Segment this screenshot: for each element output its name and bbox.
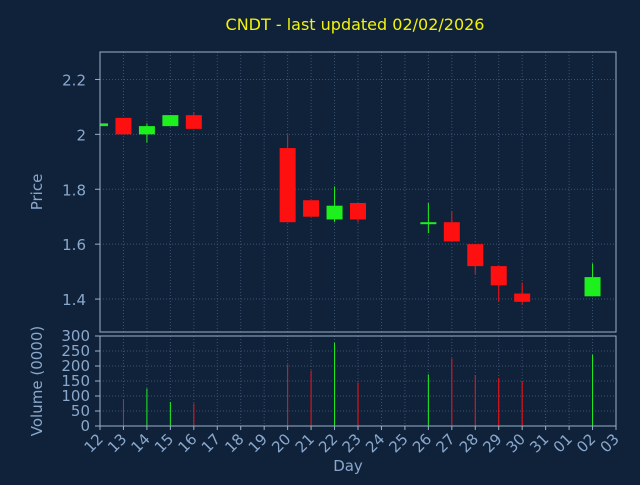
day-tick-label: 28: [456, 430, 482, 456]
volume-panel: 0501001502002503001213141516171819202122…: [61, 327, 622, 456]
day-tick-label: 20: [268, 430, 294, 456]
day-tick-label: 03: [597, 430, 623, 456]
candle-body: [138, 126, 155, 135]
price-tick-label: 1.4: [62, 291, 86, 309]
price-tick-label: 1.6: [62, 236, 86, 254]
day-tick-label: 31: [526, 430, 552, 456]
candle-body: [420, 222, 437, 225]
candle-body: [584, 277, 601, 297]
day-tick-label: 16: [174, 430, 200, 456]
price-plot-frame: [99, 51, 617, 333]
day-tick-label: 01: [550, 430, 576, 456]
price-tick-label: 1.8: [62, 181, 86, 199]
day-tick-label: 13: [104, 430, 130, 456]
volume-tick-label: 100: [61, 387, 90, 405]
volume-tick-label: 300: [61, 327, 90, 345]
volume-tick-label: 150: [61, 372, 90, 390]
chart-title: CNDT - last updated 02/02/2026: [226, 15, 485, 34]
candle-body: [326, 205, 343, 220]
day-tick-label: 24: [362, 430, 388, 456]
candle-body: [115, 117, 132, 135]
price-axis-label: Price: [28, 174, 46, 211]
price-tick-label: 2: [76, 126, 86, 144]
day-tick-label: 25: [386, 430, 412, 456]
volume-tick-label: 200: [61, 357, 90, 375]
day-tick-label: 17: [198, 430, 224, 456]
candle-body: [162, 115, 179, 127]
day-tick-label: 23: [339, 430, 365, 456]
day-tick-label: 14: [128, 430, 154, 456]
candle-body: [350, 202, 366, 220]
day-tick-label: 21: [292, 430, 318, 456]
volume-tick-label: 50: [71, 402, 90, 420]
candle-body: [443, 222, 460, 242]
day-tick-label: 29: [479, 430, 505, 456]
day-tick-label: 30: [503, 430, 529, 456]
volume-axis-label: Volume (0000): [28, 326, 46, 436]
volume-tick-label: 250: [61, 342, 90, 360]
day-tick-label: 15: [151, 430, 177, 456]
day-tick-label: 02: [573, 430, 599, 456]
candle-body: [490, 266, 507, 286]
volume-tick-label: 0: [80, 417, 90, 435]
price-panel: 1.4 1.6 1.8 2 2.2: [62, 51, 617, 333]
candle-body: [185, 115, 202, 129]
day-tick-label: 27: [432, 430, 458, 456]
day-tick-label: 18: [221, 430, 247, 456]
day-tick-label: 26: [409, 430, 435, 456]
candle-body: [100, 123, 108, 127]
price-tick-label: 2.2: [62, 71, 86, 89]
candle-body: [303, 200, 320, 217]
day-tick-label: 22: [315, 430, 341, 456]
candle-body: [467, 244, 484, 267]
day-axis-label: Day: [333, 457, 363, 475]
candle-body: [514, 293, 531, 302]
day-tick-label: 19: [245, 430, 271, 456]
candle-body: [279, 148, 296, 223]
